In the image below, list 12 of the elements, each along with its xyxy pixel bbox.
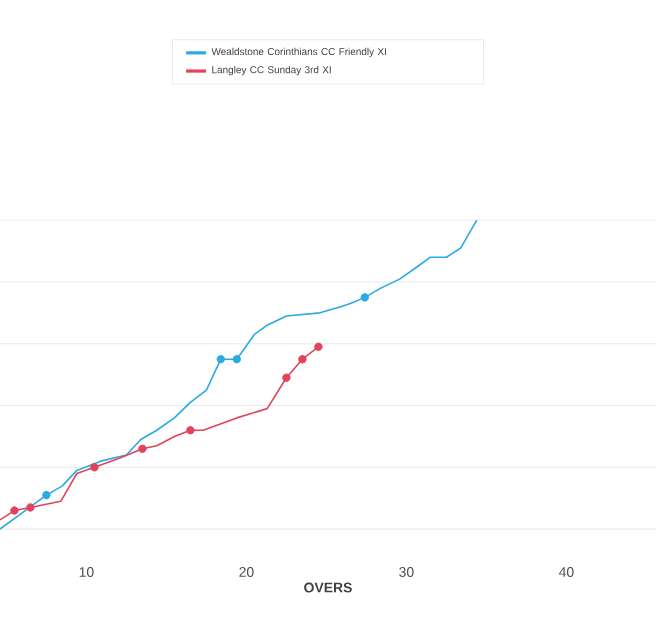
point [42, 490, 51, 500]
point [232, 355, 241, 364]
point [314, 342, 323, 352]
point [10, 506, 19, 515]
point [216, 355, 225, 364]
point [138, 444, 147, 453]
point [360, 293, 369, 302]
point [90, 463, 99, 472]
point [186, 426, 195, 435]
point [282, 373, 291, 382]
point [298, 355, 307, 364]
point [26, 503, 35, 512]
